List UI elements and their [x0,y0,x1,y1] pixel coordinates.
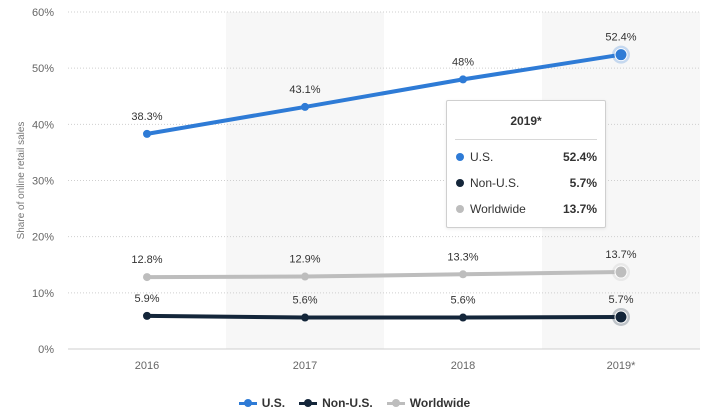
tooltip-row-value: 52.4% [562,150,597,164]
tooltip-row-value: 5.7% [569,176,597,190]
data-label: 12.8% [131,254,162,266]
data-label: 5.6% [292,295,317,307]
legend-item-us[interactable]: U.S. [238,396,286,410]
tooltip-row-worldwide: Worldwide 13.7% [447,196,605,222]
data-point [614,48,628,62]
tooltip-row-us: U.S. 52.4% [447,144,605,170]
data-point [301,313,309,322]
us-legend-icon [238,398,257,408]
chart-legend: U.S. Non-U.S. Worldwide [0,396,709,410]
data-label: 5.6% [450,295,475,307]
y-tick-label: 10% [32,288,54,300]
data-label: 38.3% [131,111,162,123]
y-tick-label: 30% [32,176,54,188]
worldwide-legend-icon [386,398,405,408]
tooltip-row-name: Worldwide [470,202,526,216]
tooltip-row-name: U.S. [470,150,494,164]
data-point [301,102,309,111]
x-tick-label: 2018 [451,360,475,372]
data-point [301,272,309,281]
data-label: 52.4% [605,32,636,44]
legend-label: U.S. [261,396,286,410]
chart-tooltip: 2019* U.S. 52.4% Non-U.S. 5.7% Worldwide… [446,100,606,228]
data-label: 48% [452,56,474,68]
y-tick-label: 0% [38,344,54,356]
x-tick-label: 2016 [135,360,159,372]
worldwide-dot-icon [456,205,464,213]
data-point [459,75,467,84]
tooltip-row-value: 13.7% [562,202,597,216]
data-label: 13.7% [605,249,636,261]
legend-item-worldwide[interactable]: Worldwide [386,396,471,410]
us-dot-icon [456,153,464,161]
data-label: 13.3% [447,251,478,263]
series-line [145,52,623,136]
legend-item-non-us[interactable]: Non-U.S. [299,396,373,410]
data-label: 5.9% [134,293,159,305]
line-chart: 0% 10% 20% 30% 40% 50% 60% 2016 2017 2018 2019* Sha… [16,7,700,372]
tooltip-row-non-us: Non-U.S. 5.7% [447,170,605,196]
data-point [459,313,467,322]
y-tick-label: 20% [32,232,54,244]
data-label: 43.1% [289,84,320,96]
legend-label: Worldwide [409,396,471,410]
x-tick-label: 2017 [293,360,317,372]
y-tick-label: 50% [32,63,54,75]
y-tick-label: 60% [32,7,54,19]
tooltip-row-name: Non-U.S. [470,176,520,190]
data-point [614,265,628,279]
y-axis-title: Share of online retail sales [16,122,27,240]
data-point [614,310,628,324]
data-label: 5.7% [608,294,633,306]
tooltip-title: 2019* [455,101,597,140]
data-point [143,273,151,282]
non-us-dot-icon [456,179,464,187]
x-tick-label: 2019* [607,360,636,372]
legend-label: Non-U.S. [322,396,373,410]
non-us-legend-icon [299,398,318,408]
series-line [145,270,623,280]
data-label: 12.9% [289,254,320,266]
data-point [143,311,151,320]
data-point [459,270,467,279]
y-tick-label: 40% [32,119,54,131]
series-line [145,313,623,320]
data-point [143,129,151,138]
